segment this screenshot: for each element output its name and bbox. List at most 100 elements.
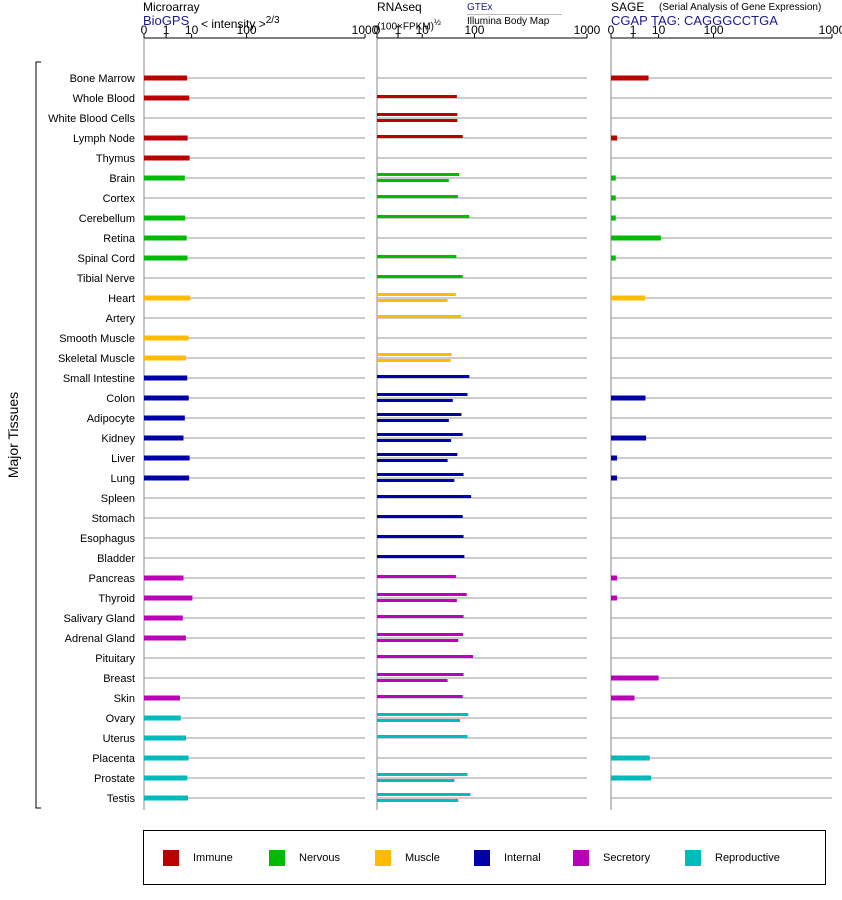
legend-label-internal: Internal	[504, 852, 541, 864]
rnaseq-bar	[377, 473, 464, 476]
sage-bar	[611, 435, 647, 441]
microarray-bar	[144, 375, 188, 381]
sage-bar	[611, 575, 617, 581]
rnaseq-bar	[377, 535, 464, 538]
rnaseq-tick-label-0: 0	[374, 23, 381, 37]
y-axis-label: Major Tissues	[5, 392, 21, 478]
tissue-label: Heart	[108, 293, 135, 305]
sage-bar	[611, 595, 617, 601]
rnaseq-bar	[377, 439, 452, 442]
rnaseq-bar	[377, 679, 448, 682]
sage-bar	[611, 195, 616, 201]
rnaseq-bar	[377, 459, 448, 462]
legend-swatch-muscle	[375, 850, 391, 866]
tissue-label: Kidney	[101, 433, 135, 445]
sage-tag: CGAP TAG: CAGGGCCTGA	[611, 13, 778, 28]
rnaseq-tick-label-10: 10	[416, 23, 430, 37]
rnaseq-bar	[377, 293, 456, 296]
rnaseq-bar	[377, 113, 458, 116]
rnaseq-bar	[377, 299, 448, 302]
microarray-bar	[144, 215, 186, 221]
microarray-bar	[144, 155, 190, 161]
sage-bar	[611, 395, 646, 401]
legend-immune: Immune	[163, 850, 233, 866]
microarray-tick-label-1000: 1000	[352, 23, 379, 37]
rnaseq-bar	[377, 799, 459, 802]
tissue-label: Uterus	[103, 733, 136, 745]
microarray-tick-label-1: 1	[163, 23, 170, 37]
tissue-label: Whole Blood	[73, 93, 135, 105]
rnaseq-measure-text: (100×FPKM)	[377, 21, 434, 33]
microarray-tick-label-0: 0	[141, 23, 148, 37]
rnaseq-bar	[377, 413, 462, 416]
microarray-bar	[144, 75, 188, 81]
sage-bar	[611, 215, 616, 221]
tissue-label: Testis	[107, 793, 136, 805]
legend-label-reproductive: Reproductive	[715, 852, 780, 864]
tissue-label: Retina	[103, 233, 136, 245]
sage-bar	[611, 255, 616, 261]
tissue-label: White Blood Cells	[48, 113, 135, 125]
tissue-label: Stomach	[92, 513, 135, 525]
microarray-bar	[144, 235, 187, 241]
legend-label-muscle: Muscle	[405, 852, 440, 864]
sage-tick-label-0: 0	[608, 23, 615, 37]
tissue-label: Small Intestine	[63, 373, 135, 385]
legend-muscle: Muscle	[375, 850, 440, 866]
microarray-bar	[144, 635, 186, 641]
rnaseq-bar	[377, 495, 472, 498]
tissue-label: Cerebellum	[79, 213, 135, 225]
rnaseq-bar	[377, 195, 458, 198]
rnaseq-source-gtex: GTEx	[467, 2, 493, 13]
rnaseq-tick-label-100: 100	[464, 23, 484, 37]
rnaseq-bar	[377, 555, 465, 558]
microarray-bar	[144, 415, 185, 421]
rnaseq-exponent: ½	[433, 17, 441, 27]
rnaseq-bar	[377, 119, 458, 122]
tissue-label: Tibial Nerve	[77, 273, 135, 285]
rnaseq-source-divider	[467, 14, 562, 15]
rnaseq-bar	[377, 433, 463, 436]
microarray-bar	[144, 475, 190, 481]
microarray-bar	[144, 135, 188, 141]
sage-tick-label-10: 10	[652, 23, 666, 37]
rnaseq-bar	[377, 479, 455, 482]
microarray-bar	[144, 715, 181, 721]
sage-bar	[611, 675, 659, 681]
expression-chart: 011010010000110100100001101001000Bone Ma…	[5, 23, 842, 810]
tissue-label: Colon	[106, 393, 135, 405]
rnaseq-bar	[377, 779, 455, 782]
rnaseq-bar	[377, 255, 457, 258]
tissue-label: Artery	[106, 313, 136, 325]
legend-nervous: Nervous	[269, 850, 340, 866]
microarray-bar	[144, 575, 184, 581]
rnaseq-bar	[377, 359, 451, 362]
sage-title: SAGE	[611, 0, 645, 14]
microarray-bar	[144, 455, 190, 461]
tissue-label: Thymus	[96, 153, 136, 165]
tissue-label: Thyroid	[98, 593, 135, 605]
sage-subtitle: (Serial Analysis of Gene Expression)	[659, 2, 822, 13]
tissue-label: Adipocyte	[87, 413, 135, 425]
rnaseq-bar	[377, 695, 463, 698]
rnaseq-bar	[377, 173, 460, 176]
rnaseq-bar	[377, 215, 470, 218]
microarray-bar	[144, 95, 190, 101]
tissue-label: Lymph Node	[73, 133, 135, 145]
microarray-measure: < intensity >2/3	[201, 14, 280, 31]
sage-tick-label-1: 1	[630, 23, 637, 37]
microarray-bar	[144, 355, 187, 361]
legend-swatch-immune	[163, 850, 179, 866]
rnaseq-bar	[377, 593, 467, 596]
legend-internal: Internal	[474, 850, 541, 866]
tissue-label: Prostate	[94, 773, 135, 785]
sage-bar	[611, 175, 616, 181]
rnaseq-bar	[377, 655, 474, 658]
microarray-bar	[144, 775, 188, 781]
tissue-label: Breast	[103, 673, 135, 685]
microarray-bar	[144, 435, 184, 441]
rnaseq-bar	[377, 275, 463, 278]
sage-tick-label-1000: 1000	[819, 23, 842, 37]
legend-label-nervous: Nervous	[299, 852, 340, 864]
microarray-bar	[144, 695, 180, 701]
